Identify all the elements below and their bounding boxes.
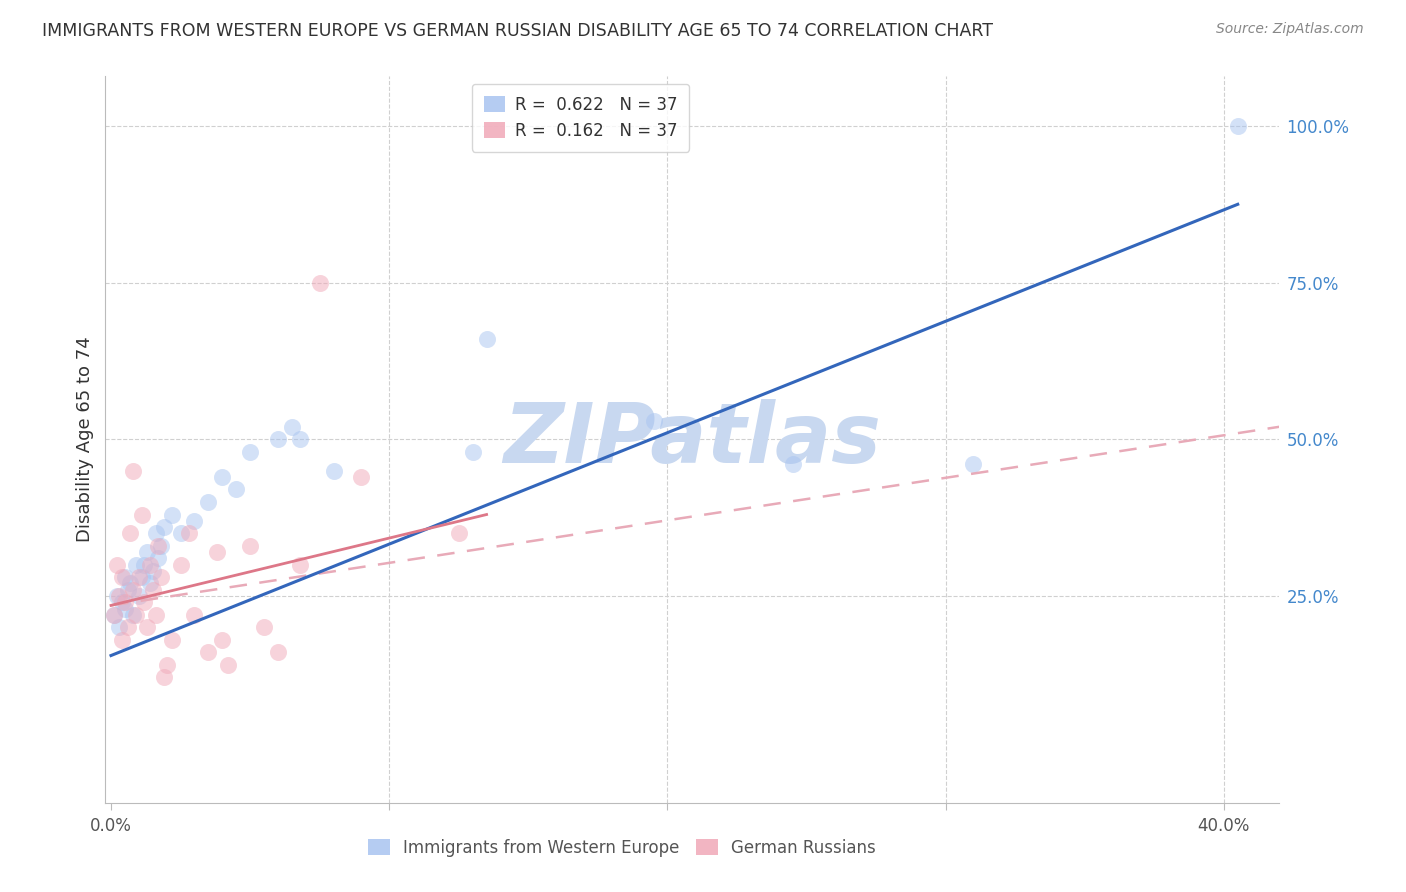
Point xyxy=(117,582,139,597)
Point xyxy=(139,558,162,572)
Point xyxy=(183,607,205,622)
Point xyxy=(267,433,290,447)
Point xyxy=(211,470,233,484)
Point xyxy=(177,526,200,541)
Point xyxy=(169,526,191,541)
Text: Source: ZipAtlas.com: Source: ZipAtlas.com xyxy=(1216,22,1364,37)
Point xyxy=(145,526,167,541)
Point xyxy=(475,332,498,346)
Point xyxy=(134,595,156,609)
Legend: Immigrants from Western Europe, German Russians: Immigrants from Western Europe, German R… xyxy=(359,830,886,867)
Point xyxy=(267,645,290,659)
Point xyxy=(136,620,159,634)
Point xyxy=(962,458,984,472)
Point xyxy=(103,607,125,622)
Text: ZIPatlas: ZIPatlas xyxy=(503,399,882,480)
Point xyxy=(211,632,233,647)
Point xyxy=(183,514,205,528)
Point xyxy=(142,582,165,597)
Point xyxy=(111,570,134,584)
Point xyxy=(120,526,142,541)
Point xyxy=(322,464,344,478)
Point xyxy=(108,620,131,634)
Point xyxy=(1226,119,1249,133)
Point xyxy=(160,508,183,522)
Point xyxy=(128,570,150,584)
Point xyxy=(114,595,136,609)
Point xyxy=(111,632,134,647)
Point xyxy=(281,419,304,434)
Point xyxy=(117,620,139,634)
Point xyxy=(197,645,219,659)
Point xyxy=(290,558,312,572)
Point xyxy=(150,539,173,553)
Point xyxy=(145,607,167,622)
Point xyxy=(308,276,330,290)
Point xyxy=(643,413,665,427)
Point xyxy=(156,657,179,672)
Point xyxy=(350,470,373,484)
Point xyxy=(225,483,247,497)
Point xyxy=(111,595,134,609)
Text: IMMIGRANTS FROM WESTERN EUROPE VS GERMAN RUSSIAN DISABILITY AGE 65 TO 74 CORRELA: IMMIGRANTS FROM WESTERN EUROPE VS GERMAN… xyxy=(42,22,993,40)
Point xyxy=(131,570,153,584)
Y-axis label: Disability Age 65 to 74: Disability Age 65 to 74 xyxy=(76,336,94,542)
Point xyxy=(142,564,165,578)
Point xyxy=(125,607,148,622)
Point xyxy=(205,545,228,559)
Point xyxy=(150,570,173,584)
Point xyxy=(105,558,128,572)
Point xyxy=(122,607,145,622)
Point xyxy=(108,589,131,603)
Point xyxy=(253,620,276,634)
Point xyxy=(134,558,156,572)
Point xyxy=(125,558,148,572)
Point xyxy=(131,508,153,522)
Point xyxy=(160,632,183,647)
Point xyxy=(122,582,145,597)
Point xyxy=(782,458,804,472)
Point xyxy=(217,657,239,672)
Point xyxy=(105,589,128,603)
Point xyxy=(239,445,262,459)
Point xyxy=(128,589,150,603)
Point xyxy=(239,539,262,553)
Point xyxy=(148,539,170,553)
Point xyxy=(122,464,145,478)
Point xyxy=(136,545,159,559)
Point xyxy=(153,670,176,684)
Point xyxy=(120,576,142,591)
Point xyxy=(139,576,162,591)
Point xyxy=(114,570,136,584)
Point xyxy=(153,520,176,534)
Point xyxy=(169,558,191,572)
Point xyxy=(447,526,470,541)
Point xyxy=(148,551,170,566)
Point xyxy=(103,607,125,622)
Point xyxy=(114,601,136,615)
Point xyxy=(461,445,484,459)
Point xyxy=(197,495,219,509)
Point xyxy=(290,433,312,447)
